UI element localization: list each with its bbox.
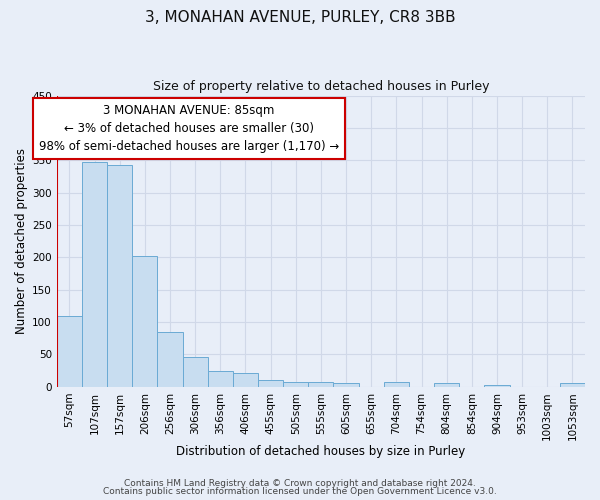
Title: Size of property relative to detached houses in Purley: Size of property relative to detached ho… xyxy=(152,80,489,93)
Y-axis label: Number of detached properties: Number of detached properties xyxy=(15,148,28,334)
Bar xyxy=(258,380,283,387)
Bar xyxy=(434,383,459,387)
Bar xyxy=(132,256,157,387)
Bar xyxy=(560,383,585,387)
Text: Contains public sector information licensed under the Open Government Licence v3: Contains public sector information licen… xyxy=(103,487,497,496)
Bar xyxy=(107,166,132,387)
Text: 3 MONAHAN AVENUE: 85sqm
← 3% of detached houses are smaller (30)
98% of semi-det: 3 MONAHAN AVENUE: 85sqm ← 3% of detached… xyxy=(39,104,339,154)
Bar xyxy=(57,316,82,387)
Bar xyxy=(283,382,308,387)
Bar xyxy=(182,357,208,387)
X-axis label: Distribution of detached houses by size in Purley: Distribution of detached houses by size … xyxy=(176,444,466,458)
Bar xyxy=(308,382,334,387)
Bar xyxy=(157,332,182,387)
Text: 3, MONAHAN AVENUE, PURLEY, CR8 3BB: 3, MONAHAN AVENUE, PURLEY, CR8 3BB xyxy=(145,10,455,25)
Bar xyxy=(233,372,258,387)
Bar xyxy=(208,370,233,387)
Bar xyxy=(384,382,409,387)
Bar xyxy=(484,385,509,387)
Bar xyxy=(334,383,359,387)
Text: Contains HM Land Registry data © Crown copyright and database right 2024.: Contains HM Land Registry data © Crown c… xyxy=(124,478,476,488)
Bar xyxy=(82,162,107,387)
